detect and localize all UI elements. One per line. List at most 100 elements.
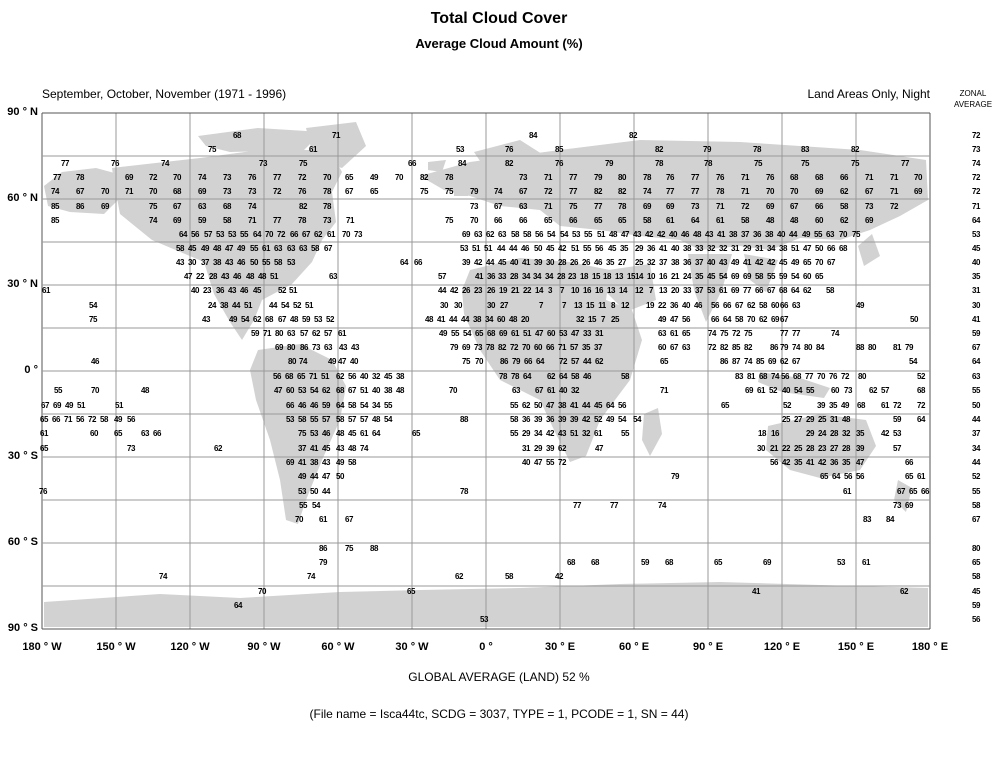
cloud-amount-value: 43 xyxy=(719,258,727,267)
cloud-amount-value: 78 xyxy=(486,343,494,352)
cloud-amount-value: 44 xyxy=(322,487,330,496)
cloud-amount-value: 75 xyxy=(298,429,306,438)
cloud-amount-value: 65 xyxy=(660,357,668,366)
cloud-amount-value: 78 xyxy=(460,487,468,496)
cloud-amount-value: 61 xyxy=(319,515,327,524)
cloud-amount-value: 55 xyxy=(546,458,554,467)
cloud-amount-value: 41 xyxy=(437,315,445,324)
cloud-amount-value: 53 xyxy=(460,244,468,253)
cloud-amount-value: 45 xyxy=(608,244,616,253)
cloud-amount-value: 47 xyxy=(535,329,543,338)
cloud-amount-value: 78 xyxy=(704,159,712,168)
cloud-amount-value: 30 xyxy=(487,301,495,310)
cloud-amount-value: 58 xyxy=(735,315,743,324)
cloud-amount-value: 29 xyxy=(806,429,814,438)
cloud-amount-value: 42 xyxy=(755,258,763,267)
cloud-amount-value: 68 xyxy=(759,372,767,381)
cloud-amount-value: 71 xyxy=(741,187,749,196)
cloud-amount-value: 53 xyxy=(314,315,322,324)
cloud-amount-value: 74 xyxy=(792,343,800,352)
cloud-amount-value: 68 xyxy=(815,173,823,182)
cloud-amount-value: 41 xyxy=(298,458,306,467)
cloud-amount-value: 69 xyxy=(643,202,651,211)
cloud-amount-value: 84 xyxy=(816,343,824,352)
cloud-amount-value: 68 xyxy=(793,372,801,381)
cloud-amount-value: 44 xyxy=(438,286,446,295)
zonal-average-value: 59 xyxy=(972,601,980,610)
cloud-amount-value: 60 xyxy=(815,216,823,225)
cloud-amount-value: 32 xyxy=(719,244,727,253)
cloud-amount-value: 74 xyxy=(51,187,59,196)
cloud-amount-value: 70 xyxy=(173,173,181,182)
cloud-amount-value: 33 xyxy=(695,244,703,253)
cloud-amount-value: 68 xyxy=(567,558,575,567)
cloud-amount-value: 37 xyxy=(594,343,602,352)
cloud-amount-value: 82 xyxy=(744,343,752,352)
cloud-amount-value: 21 xyxy=(511,286,519,295)
cloud-amount-value: 34 xyxy=(534,429,542,438)
zonal-average-value: 44 xyxy=(972,458,980,467)
cloud-amount-value: 56 xyxy=(618,401,626,410)
cloud-amount-value: 48 xyxy=(348,444,356,453)
y-tick-label: 60 ° N xyxy=(7,192,38,204)
cloud-amount-value: 51 xyxy=(472,244,480,253)
cloud-amount-value: 14 xyxy=(635,272,643,281)
cloud-amount-value: 70 xyxy=(790,187,798,196)
cloud-amount-value: 67 xyxy=(41,401,49,410)
cloud-amount-value: 77 xyxy=(273,216,281,225)
cloud-amount-value: 62 xyxy=(759,315,767,324)
cloud-amount-value: 39 xyxy=(462,258,470,267)
cloud-amount-value: 72 xyxy=(893,401,901,410)
cloud-amount-value: 64 xyxy=(253,230,261,239)
y-tick-label: 30 ° S xyxy=(7,450,38,462)
cloud-amount-value: 58 xyxy=(176,244,184,253)
cloud-amount-value: 39 xyxy=(570,415,578,424)
cloud-amount-value: 67 xyxy=(792,357,800,366)
cloud-amount-value: 45 xyxy=(546,244,554,253)
cloud-amount-value: 63 xyxy=(198,202,206,211)
cloud-amount-value: 53 xyxy=(559,329,567,338)
cloud-amount-value: 38 xyxy=(384,386,392,395)
cloud-amount-value: 40 xyxy=(372,386,380,395)
cloud-amount-value: 70 xyxy=(766,187,774,196)
cloud-amount-value: 42 xyxy=(555,572,563,581)
cloud-amount-value: 77 xyxy=(901,159,909,168)
zonal-average-value: 67 xyxy=(972,343,980,352)
cloud-amount-value: 77 xyxy=(569,187,577,196)
zonal-average-value: 74 xyxy=(972,159,980,168)
cloud-amount-value: 26 xyxy=(487,286,495,295)
cloud-amount-value: 7 xyxy=(560,286,564,295)
cloud-amount-value: 14 xyxy=(619,286,627,295)
cloud-amount-value: 54 xyxy=(310,386,318,395)
cloud-amount-value: 58 xyxy=(100,415,108,424)
cloud-amount-value: 63 xyxy=(519,202,527,211)
cloud-amount-value: 66 xyxy=(711,315,719,324)
cloud-amount-value: 49 xyxy=(229,315,237,324)
zonal-average-value: 73 xyxy=(972,145,980,154)
cloud-amount-value: 61 xyxy=(917,472,925,481)
cloud-amount-value: 47 xyxy=(534,458,542,467)
cloud-amount-value: 69 xyxy=(771,315,779,324)
zonal-average-header: ZONAL AVERAGE xyxy=(948,88,998,110)
cloud-amount-value: 66 xyxy=(723,301,731,310)
cloud-amount-value: 32 xyxy=(842,429,850,438)
cloud-amount-value: 29 xyxy=(522,429,530,438)
cloud-amount-value: 38 xyxy=(671,258,679,267)
cloud-amount-value: 49 xyxy=(201,244,209,253)
cloud-amount-value: 67 xyxy=(76,187,84,196)
cloud-amount-value: 82 xyxy=(720,343,728,352)
x-tick-label: 90 ° E xyxy=(692,641,724,653)
cloud-amount-value: 15 xyxy=(627,272,635,281)
cloud-amount-value: 67 xyxy=(348,386,356,395)
cloud-amount-value: 26 xyxy=(462,286,470,295)
cloud-amount-value: 66 xyxy=(524,357,532,366)
cloud-amount-value: 73 xyxy=(248,187,256,196)
zonal-average-value: 50 xyxy=(972,401,980,410)
land-africa xyxy=(462,258,642,462)
cloud-amount-value: 68 xyxy=(233,131,241,140)
cloud-amount-value: 47 xyxy=(225,244,233,253)
cloud-amount-value: 62 xyxy=(547,372,555,381)
cloud-amount-value: 52 xyxy=(326,315,334,324)
cloud-amount-value: 36 xyxy=(830,458,838,467)
cloud-amount-value: 75 xyxy=(851,159,859,168)
